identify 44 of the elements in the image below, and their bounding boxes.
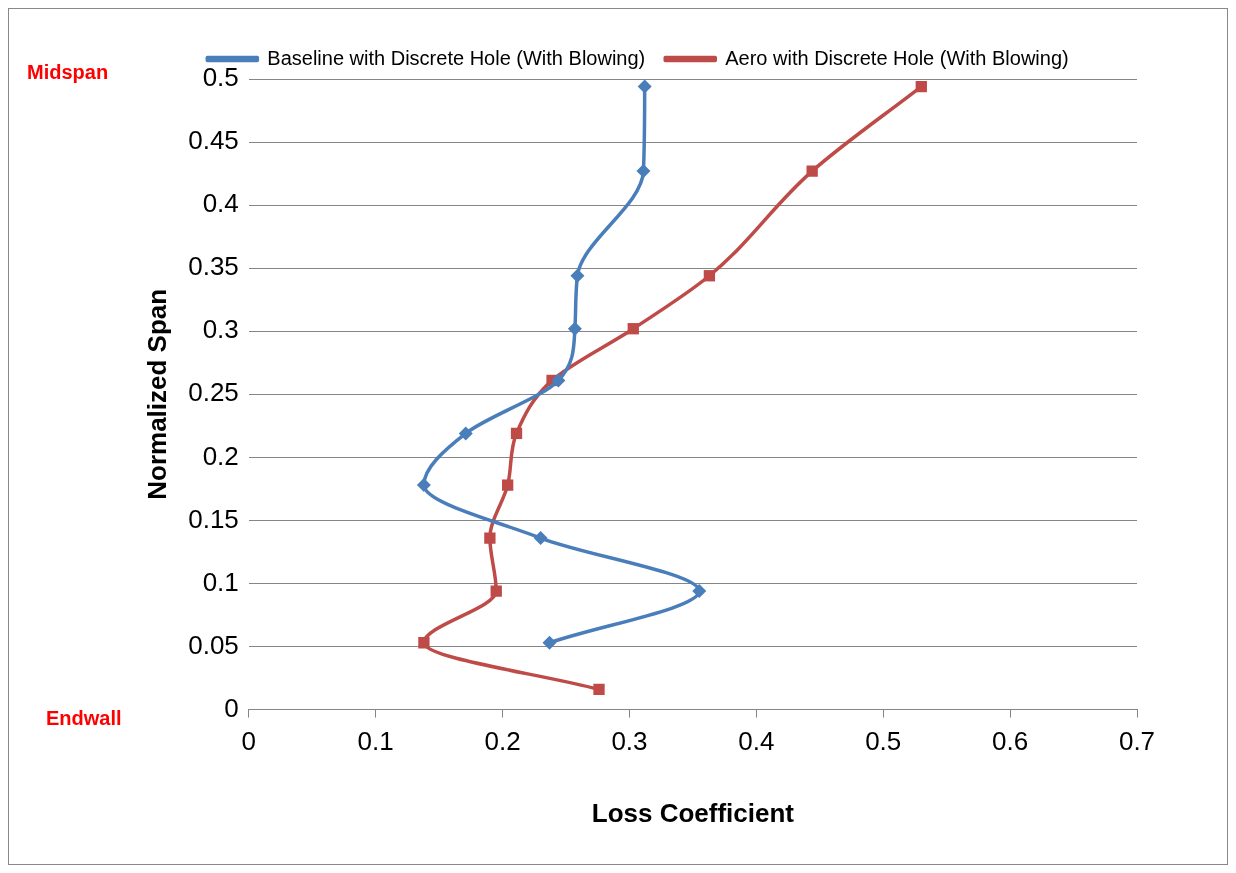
point bbox=[567, 321, 582, 336]
point bbox=[510, 427, 523, 440]
x-tick-label: 0.5 bbox=[865, 726, 902, 757]
y-tick-label: 0.25 bbox=[188, 377, 239, 408]
y-tick-label: 0.15 bbox=[188, 503, 239, 534]
y-tick-label: 0.4 bbox=[202, 188, 239, 219]
point bbox=[703, 270, 716, 282]
point bbox=[551, 373, 566, 388]
y-tick-label: 0.2 bbox=[202, 440, 239, 471]
point bbox=[637, 79, 652, 94]
point bbox=[458, 426, 473, 441]
point bbox=[484, 532, 496, 544]
y-tick-label: 0.35 bbox=[188, 251, 239, 282]
point bbox=[501, 479, 514, 491]
y-tick-label: 0 bbox=[224, 692, 239, 723]
y-tick-label: 0.3 bbox=[202, 314, 239, 345]
x-tick-label: 0.4 bbox=[738, 726, 775, 757]
point bbox=[593, 683, 605, 696]
text: Midspan bbox=[27, 60, 109, 83]
point bbox=[533, 531, 548, 546]
y-tick-label: 0.45 bbox=[188, 125, 239, 156]
x-tick-label: 0.6 bbox=[992, 726, 1029, 757]
point bbox=[636, 164, 651, 179]
y-axis-title: Normalized Span bbox=[141, 288, 172, 500]
point bbox=[418, 637, 430, 649]
legend-label: Aero with Discrete Hole (With Blowing) bbox=[725, 46, 1069, 69]
x-tick-label: 0.2 bbox=[484, 726, 521, 757]
x-tick-label: 0.1 bbox=[357, 726, 394, 757]
point bbox=[627, 323, 639, 335]
x-tick-label: 0.7 bbox=[1118, 726, 1156, 757]
point bbox=[416, 478, 431, 493]
legend-label: Baseline with Discrete Hole (With Blowing) bbox=[267, 46, 646, 69]
y-tick-label: 0.05 bbox=[188, 629, 239, 660]
point bbox=[542, 635, 557, 650]
text: Endwall bbox=[46, 707, 122, 730]
point bbox=[570, 268, 585, 283]
x-axis-title: Loss Coefficient bbox=[591, 797, 795, 828]
point bbox=[490, 585, 502, 597]
y-tick-label: 0.1 bbox=[202, 566, 239, 597]
point bbox=[692, 584, 707, 599]
point bbox=[806, 165, 818, 177]
y-tick-label: 0.5 bbox=[202, 62, 239, 93]
x-tick-label: 0.3 bbox=[611, 726, 648, 757]
point bbox=[915, 80, 927, 93]
